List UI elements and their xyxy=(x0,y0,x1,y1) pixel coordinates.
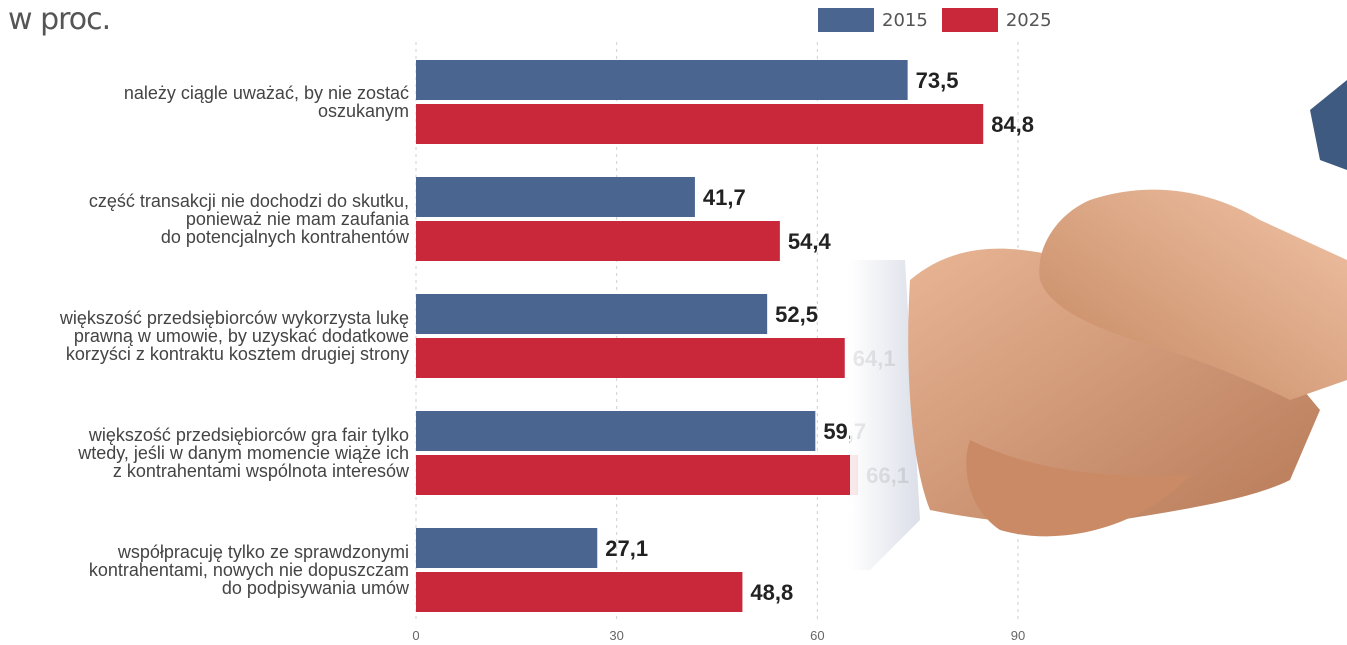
legend-swatch-2015 xyxy=(818,8,874,32)
handshake-illustration xyxy=(850,80,1347,570)
legend-label-2025: 2025 xyxy=(1005,9,1052,31)
bar-2025 xyxy=(416,104,984,144)
data-label-2015: 27,1 xyxy=(605,536,648,561)
bar-2015 xyxy=(416,528,598,568)
data-label-2015: 73,5 xyxy=(916,68,959,93)
category-label: część transakcji nie dochodzi do skutku,… xyxy=(88,191,409,247)
data-label-2025: 84,8 xyxy=(991,112,1034,137)
bar-2025 xyxy=(416,338,845,378)
category-label: współpracuję tylko ze sprawdzonymi kontr… xyxy=(88,542,409,598)
legend-swatch-2025 xyxy=(941,8,998,32)
data-label-2025: 54,4 xyxy=(788,229,832,254)
bar-2025 xyxy=(416,455,859,495)
bar-2015 xyxy=(416,411,816,451)
bar-2015 xyxy=(416,60,908,100)
bar-2015 xyxy=(416,177,695,217)
x-tick-label: 30 xyxy=(609,628,623,643)
x-tick-label: 90 xyxy=(1011,628,1025,643)
category-label: należy ciągle uważać, by nie zostać oszu… xyxy=(123,83,409,121)
data-label-2015: 52,5 xyxy=(775,302,818,327)
legend-label-2015: 2015 xyxy=(882,9,928,31)
bar-2025 xyxy=(416,572,743,612)
category-label: większość przedsiębiorców gra fair tylko… xyxy=(78,425,409,481)
data-label-2015: 41,7 xyxy=(703,185,746,210)
bar-2015 xyxy=(416,294,768,334)
x-tick-label: 60 xyxy=(810,628,824,643)
legend: 2015 2025 xyxy=(818,8,1066,32)
category-label: większość przedsiębiorców wykorzysta luk… xyxy=(59,308,409,364)
unit-label: w proc. xyxy=(8,2,111,37)
data-label-2025: 48,8 xyxy=(750,580,793,605)
bar-2025 xyxy=(416,221,780,261)
x-tick-label: 0 xyxy=(412,628,419,643)
